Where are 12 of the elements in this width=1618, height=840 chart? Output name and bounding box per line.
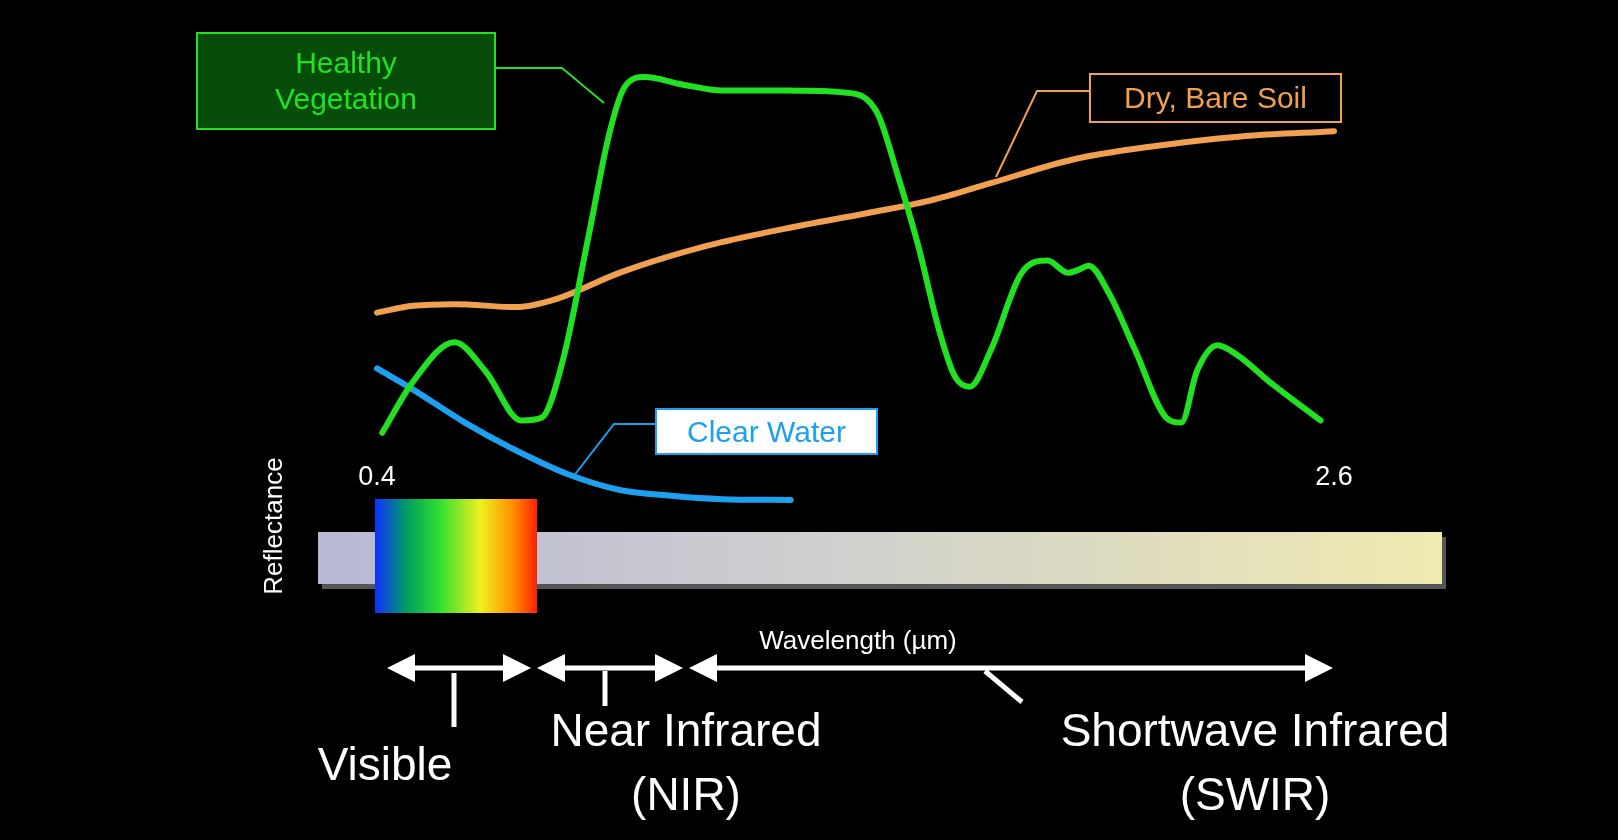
text: Shortwave Infrared (SWIR) [1059, 703, 1451, 822]
text: Visible [316, 737, 454, 792]
x-tick-label: 2.6 [1315, 461, 1353, 492]
label-box: Dry, Bare Soil [1089, 73, 1342, 123]
x-axis-title: Wavelength (µm) [759, 624, 957, 656]
y-axis-title: Reflectance [257, 457, 289, 595]
series-label: Dry, Bare Soil [1123, 80, 1308, 116]
label-box: Healthy Vegetation [196, 32, 496, 130]
x-tick-label: 0.4 [358, 461, 396, 492]
legend-label: Clear Water [686, 413, 847, 450]
label-box: Clear Water [655, 408, 878, 455]
text: Near Infrared (NIR) [549, 703, 823, 822]
